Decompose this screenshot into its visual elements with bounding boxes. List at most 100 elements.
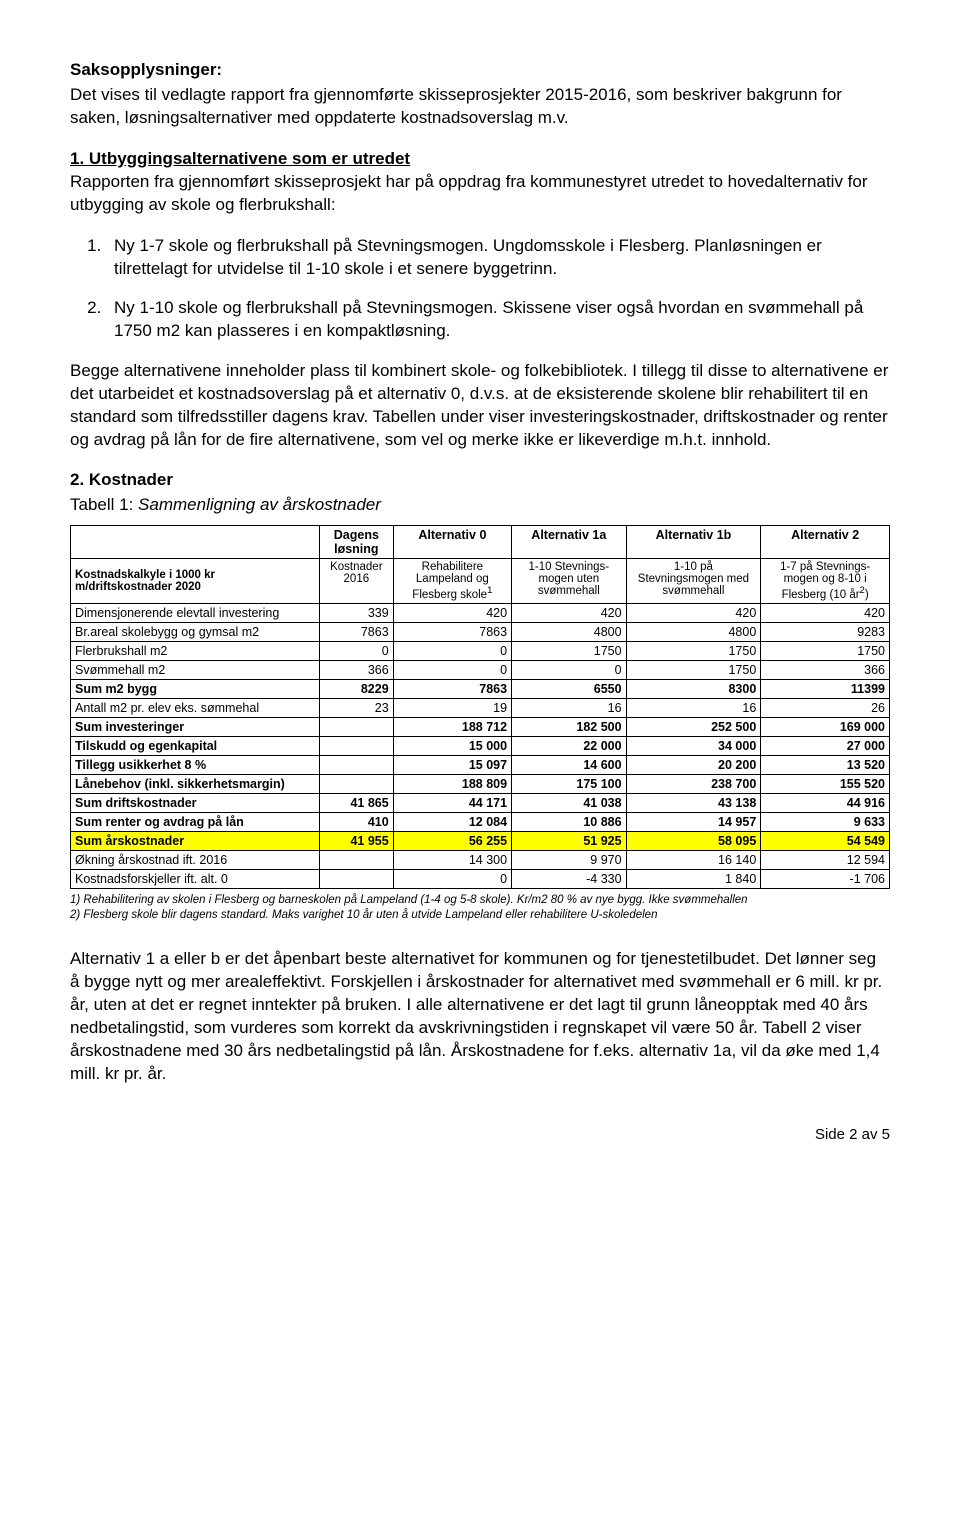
- footnote: 1) Rehabilitering av skolen i Flesberg o…: [70, 893, 890, 909]
- row-label: Sum årskostnader: [71, 831, 320, 850]
- cell-value: 14 600: [512, 755, 627, 774]
- cell-value: [320, 755, 394, 774]
- utbygging-heading: 1. Utbyggingsalternativene som er utrede…: [70, 148, 890, 171]
- cell-value: 0: [393, 660, 511, 679]
- row-label: Sum driftskostnader: [71, 793, 320, 812]
- col-subheader: Kostnader 2016: [320, 559, 394, 604]
- cell-value: 20 200: [626, 755, 761, 774]
- cell-value: -4 330: [512, 869, 627, 888]
- cell-value: 188 712: [393, 717, 511, 736]
- cell-value: 0: [512, 660, 627, 679]
- col-subheader: Rehabilitere Lampeland og Flesberg skole…: [393, 559, 511, 604]
- row-label: Svømmehall m2: [71, 660, 320, 679]
- document-page: Saksopplysninger: Det vises til vedlagte…: [0, 0, 960, 1183]
- table-row: Sum driftskostnader41 86544 17141 03843 …: [71, 793, 890, 812]
- cell-value: 155 520: [761, 774, 890, 793]
- cell-value: 51 925: [512, 831, 627, 850]
- cell-value: 366: [761, 660, 890, 679]
- cell-value: 12 084: [393, 812, 511, 831]
- row-label: Tillegg usikkerhet 8 %: [71, 755, 320, 774]
- col-header: Dagens løsning: [320, 526, 394, 559]
- cell-value: [320, 850, 394, 869]
- row-label: Økning årskostnad ift. 2016: [71, 850, 320, 869]
- cell-value: 10 886: [512, 812, 627, 831]
- cell-value: 7863: [393, 622, 511, 641]
- table-header-row-1: Dagens løsning Alternativ 0 Alternativ 1…: [71, 526, 890, 559]
- cell-value: 8300: [626, 679, 761, 698]
- kostnader-title: 2. Kostnader: [70, 470, 890, 490]
- table-row: Antall m2 pr. elev eks. sømmehal23191616…: [71, 698, 890, 717]
- cell-value: 23: [320, 698, 394, 717]
- cell-value: 9 633: [761, 812, 890, 831]
- cell-value: 410: [320, 812, 394, 831]
- col-subheader: 1-7 på Stevnings-mogen og 8-10 i Flesber…: [761, 559, 890, 604]
- cell-value: 4800: [512, 622, 627, 641]
- table-row: Svømmehall m2366001750366: [71, 660, 890, 679]
- cell-value: 27 000: [761, 736, 890, 755]
- table-row: Kostnadsforskjeller ift. alt. 00-4 3301 …: [71, 869, 890, 888]
- cell-value: 14 300: [393, 850, 511, 869]
- cell-value: 1750: [512, 641, 627, 660]
- table-caption: Tabell 1: Sammenligning av årskostnader: [70, 494, 890, 517]
- cell-value: 420: [761, 603, 890, 622]
- col-header: Alternativ 2: [761, 526, 890, 559]
- table-row: Tilskudd og egenkapital15 00022 00034 00…: [71, 736, 890, 755]
- cell-value: 54 549: [761, 831, 890, 850]
- table-row: Økning årskostnad ift. 201614 3009 97016…: [71, 850, 890, 869]
- table-row: Lånebehov (inkl. sikkerhetsmargin) 188 80…: [71, 774, 890, 793]
- cell-value: 16 140: [626, 850, 761, 869]
- cell-value: -1 706: [761, 869, 890, 888]
- row-label: Br.areal skolebygg og gymsal m2: [71, 622, 320, 641]
- cell-value: 41 038: [512, 793, 627, 812]
- list-item: Ny 1-10 skole og flerbrukshall på Stevni…: [106, 297, 890, 343]
- cell-value: 188 809: [393, 774, 511, 793]
- cell-value: 41 865: [320, 793, 394, 812]
- row-label: Lånebehov (inkl. sikkerhetsmargin): [71, 774, 320, 793]
- row-label: Flerbrukshall m2: [71, 641, 320, 660]
- col-subheader: Kostnadskalkyle i 1000 kr m/driftskostna…: [71, 559, 320, 604]
- row-label: Sum renter og avdrag på lån: [71, 812, 320, 831]
- cell-value: 6550: [512, 679, 627, 698]
- cell-value: 1 840: [626, 869, 761, 888]
- table-row: Sum investeringer188 712182 500252 50016…: [71, 717, 890, 736]
- table-row: Sum renter og avdrag på lån41012 08410 8…: [71, 812, 890, 831]
- cell-value: 182 500: [512, 717, 627, 736]
- cell-value: 56 255: [393, 831, 511, 850]
- row-label: Antall m2 pr. elev eks. sømmehal: [71, 698, 320, 717]
- cell-value: 7863: [393, 679, 511, 698]
- begge-paragraph: Begge alternativene inneholder plass til…: [70, 360, 890, 452]
- after-table-paragraph: Alternativ 1 a eller b er det åpenbart b…: [70, 948, 890, 1086]
- cell-value: 11399: [761, 679, 890, 698]
- cell-value: [320, 774, 394, 793]
- table-caption-text: Sammenligning av årskostnader: [138, 495, 381, 514]
- row-label: Sum m2 bygg: [71, 679, 320, 698]
- alternatives-list: Ny 1-7 skole og flerbrukshall på Stevnin…: [70, 235, 890, 343]
- cell-value: 22 000: [512, 736, 627, 755]
- intro-paragraph: Det vises til vedlagte rapport fra gjenn…: [70, 84, 890, 130]
- cell-value: 252 500: [626, 717, 761, 736]
- cell-value: 16: [626, 698, 761, 717]
- cell-value: 339: [320, 603, 394, 622]
- cell-value: 34 000: [626, 736, 761, 755]
- cell-value: 8229: [320, 679, 394, 698]
- table-body: Dimensjonerende elevtall investering3394…: [71, 603, 890, 888]
- table-row: Sum årskostnader41 95556 25551 92558 095…: [71, 831, 890, 850]
- col-subheader: 1-10 Stevnings-mogen uten svømmehall: [512, 559, 627, 604]
- cell-value: 19: [393, 698, 511, 717]
- cell-value: 44 916: [761, 793, 890, 812]
- cell-value: 26: [761, 698, 890, 717]
- page-footer: Side 2 av 5: [70, 1126, 890, 1143]
- cell-value: 1750: [626, 660, 761, 679]
- row-label: Tilskudd og egenkapital: [71, 736, 320, 755]
- cell-value: 41 955: [320, 831, 394, 850]
- cell-value: 366: [320, 660, 394, 679]
- row-label: Dimensjonerende elevtall investering: [71, 603, 320, 622]
- cell-value: [320, 736, 394, 755]
- cell-value: 1750: [761, 641, 890, 660]
- table-footnotes: 1) Rehabilitering av skolen i Flesberg o…: [70, 893, 890, 924]
- col-header: Alternativ 0: [393, 526, 511, 559]
- cell-value: 1750: [626, 641, 761, 660]
- table-label: Tabell 1:: [70, 495, 138, 514]
- cell-value: 420: [393, 603, 511, 622]
- utbygging-paragraph: Rapporten fra gjennomført skisseprosjekt…: [70, 171, 890, 217]
